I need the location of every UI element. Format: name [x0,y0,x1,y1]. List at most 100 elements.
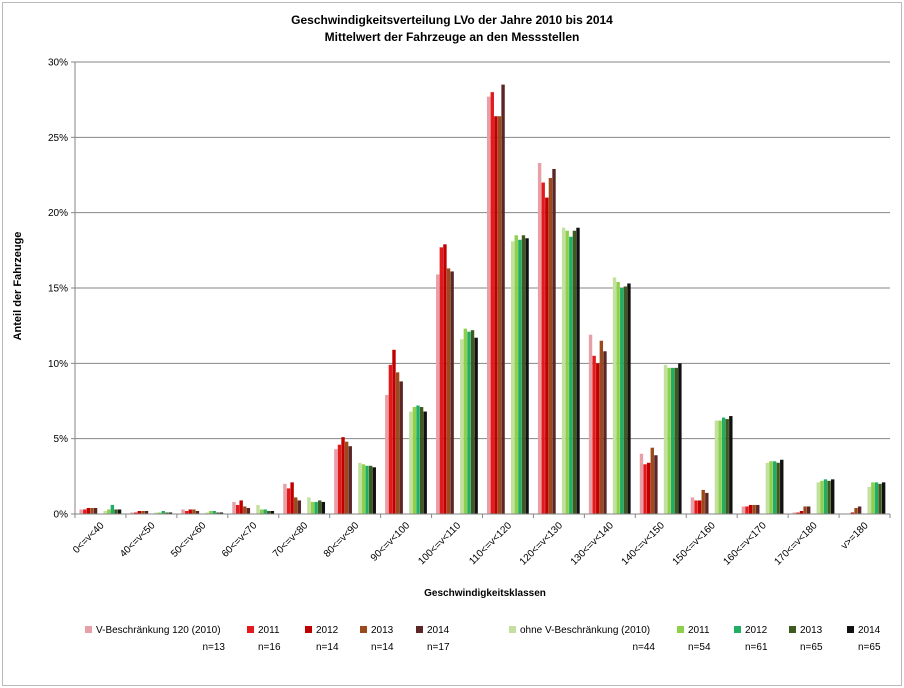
y-tick-label: 0% [54,510,69,521]
bar [620,288,624,514]
bar [399,381,403,514]
bar [548,178,553,514]
legend-label: ohne V-Beschränkung (2010) [520,625,650,636]
bar [337,444,342,514]
bar [752,504,756,514]
x-tick-label: 0<=v<40 [71,520,107,556]
bar [290,482,294,514]
bar [219,512,224,514]
legend-count: n=65 [858,642,881,653]
legend-label: 2012 [316,625,339,636]
legend-label: V-Beschränkung 120 (2010) [96,625,221,636]
y-axis-label: Anteil der Fahrzeuge [12,232,24,341]
bar [599,340,604,514]
legend-count: n=13 [202,642,225,653]
bar [436,274,440,514]
bar [137,510,142,514]
bar [494,116,498,515]
bar [588,334,593,514]
bar [195,510,200,514]
bar [854,507,858,514]
x-tick-label: 80<=v<90 [322,520,362,560]
bar [243,506,247,514]
y-tick-label: 30% [48,58,68,69]
legend-count: n=16 [258,642,281,653]
bar [263,509,267,514]
bar [718,420,722,514]
bar [205,512,209,514]
bar [463,328,468,514]
bar [643,464,647,514]
bar [168,512,173,514]
bar [348,446,352,514]
bar [334,449,338,514]
bar [705,492,709,514]
gridlines [75,61,890,440]
legend-count: n=54 [688,642,711,653]
bar [501,84,505,514]
bar [165,512,169,514]
bar [721,417,726,514]
bar [443,244,447,514]
bar [537,162,542,515]
bar [576,227,580,514]
bar [450,271,454,514]
bar [286,488,291,514]
bar [365,465,369,514]
bar [103,510,107,514]
bar [90,507,94,514]
bar [184,510,189,514]
bar [114,509,118,514]
bar [267,510,271,514]
bar [701,489,705,514]
bars [79,84,886,515]
bar [188,509,192,514]
bar [470,330,475,514]
bar [816,482,820,514]
x-tick-label: 140<=v<150 [620,520,668,568]
legend-swatch [789,626,796,633]
bar [650,447,654,514]
y-tick-label: 20% [48,208,68,219]
bar [439,247,444,514]
bar [592,355,596,514]
bar [235,504,240,514]
bar [467,331,471,514]
bar [827,480,831,514]
bar [423,411,427,514]
x-tick-label: 100<=v<110 [416,520,463,567]
bar [497,116,502,515]
bar [294,497,298,514]
bar [569,236,573,515]
bar [799,510,804,514]
legend-count: n=65 [800,642,823,653]
bar [521,235,526,514]
bar [181,509,185,514]
bar [694,500,698,514]
bar [756,504,760,514]
bar [741,506,746,514]
legend-label: 2012 [745,625,768,636]
x-tick-label: 120<=v<130 [518,520,566,568]
bar [697,500,702,514]
x-tick-label: v>=180 [839,520,871,552]
bar [729,416,733,514]
bar [748,504,753,514]
bar [232,501,236,514]
legend-swatch [734,626,741,633]
bar [86,507,91,514]
bar [486,96,491,515]
legend-swatch [247,626,254,633]
bar [117,509,122,514]
bar [565,230,569,514]
bar [344,441,349,514]
legend-label: 2014 [427,625,450,636]
x-tick-label: 60<=v<70 [220,520,260,560]
bar [806,506,811,514]
bar [141,510,145,514]
bar [871,482,875,514]
bar [412,407,417,514]
chart: Geschwindigkeitsverteilung LVo der Jahre… [12,13,891,653]
bar [419,407,424,514]
